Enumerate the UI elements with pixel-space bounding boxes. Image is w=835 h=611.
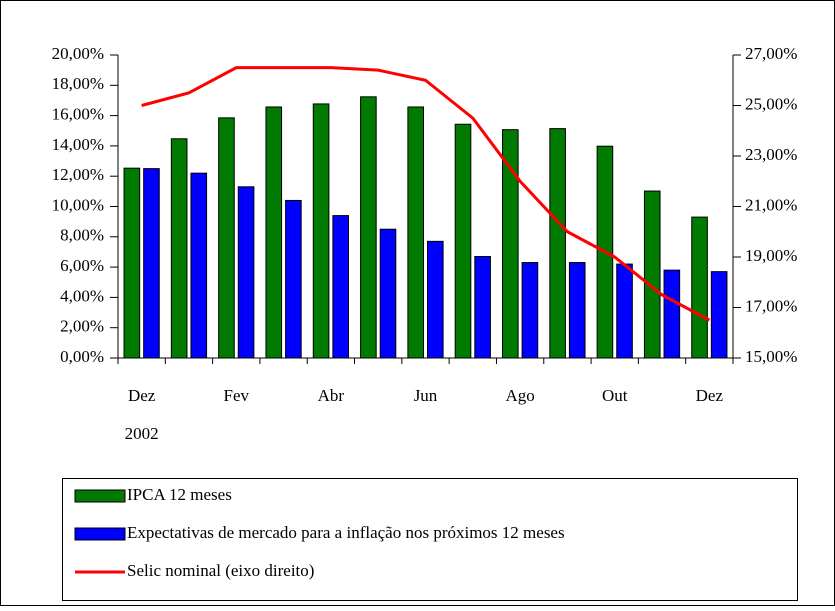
y2-tick-label: 19,00% [745, 246, 797, 265]
bar [170, 138, 188, 359]
bar [312, 103, 330, 359]
y-tick-label: 6,00% [60, 256, 104, 275]
bar [691, 216, 708, 359]
y-tick-label: 10,00% [52, 195, 104, 214]
x-tick-label: Fev [224, 386, 250, 405]
x-sublabel: 2002 [125, 424, 159, 443]
y-tick-label: 12,00% [52, 165, 104, 184]
y-tick-label: 14,00% [52, 135, 104, 154]
bar [427, 240, 444, 359]
x-tick-label: Out [602, 386, 628, 405]
x-tick-label: Dez [696, 386, 724, 405]
bar [265, 106, 283, 359]
bar [360, 96, 377, 359]
bar [454, 123, 472, 359]
bar [407, 106, 424, 359]
y2-tick-label: 23,00% [745, 145, 797, 164]
legend-label: Expectativas de mercado para a inflação … [127, 523, 565, 542]
y-tick-label: 4,00% [60, 286, 104, 305]
bar [143, 168, 160, 359]
bar [616, 263, 633, 359]
legend-label: Selic nominal (eixo direito) [127, 561, 314, 580]
x-tick-label: Abr [318, 386, 345, 405]
y2-tick-label: 15,00% [745, 347, 797, 366]
bar [474, 255, 491, 359]
y2-tick-label: 27,00% [745, 44, 797, 63]
bar [549, 128, 566, 359]
legend-swatch [74, 489, 126, 503]
y-tick-label: 2,00% [60, 317, 104, 336]
legend-label: IPCA 12 meses [127, 485, 232, 504]
y-tick-label: 18,00% [52, 74, 104, 93]
selic-line [141, 66, 711, 322]
bar [568, 262, 586, 359]
x-tick-label: Dez [128, 386, 156, 405]
bar [285, 199, 302, 359]
bar [237, 186, 255, 359]
legend-box [62, 478, 798, 601]
bar [218, 117, 235, 359]
bar [521, 262, 539, 359]
y-tick-label: 20,00% [52, 44, 104, 63]
bar [332, 215, 349, 359]
y-tick-label: 0,00% [60, 347, 104, 366]
y2-tick-label: 17,00% [745, 296, 797, 315]
bar [379, 228, 397, 359]
y-tick-label: 16,00% [52, 105, 104, 124]
bar [123, 167, 141, 359]
y2-tick-label: 21,00% [745, 195, 797, 214]
bar [190, 172, 208, 359]
y2-tick-label: 25,00% [745, 94, 797, 113]
bar [502, 129, 519, 359]
x-tick-label: Jun [414, 386, 438, 405]
bar [710, 271, 728, 359]
bar [663, 269, 681, 359]
x-tick-label: Ago [505, 386, 534, 405]
legend-swatch [74, 527, 126, 541]
bar [643, 190, 661, 359]
y-tick-label: 8,00% [60, 226, 104, 245]
